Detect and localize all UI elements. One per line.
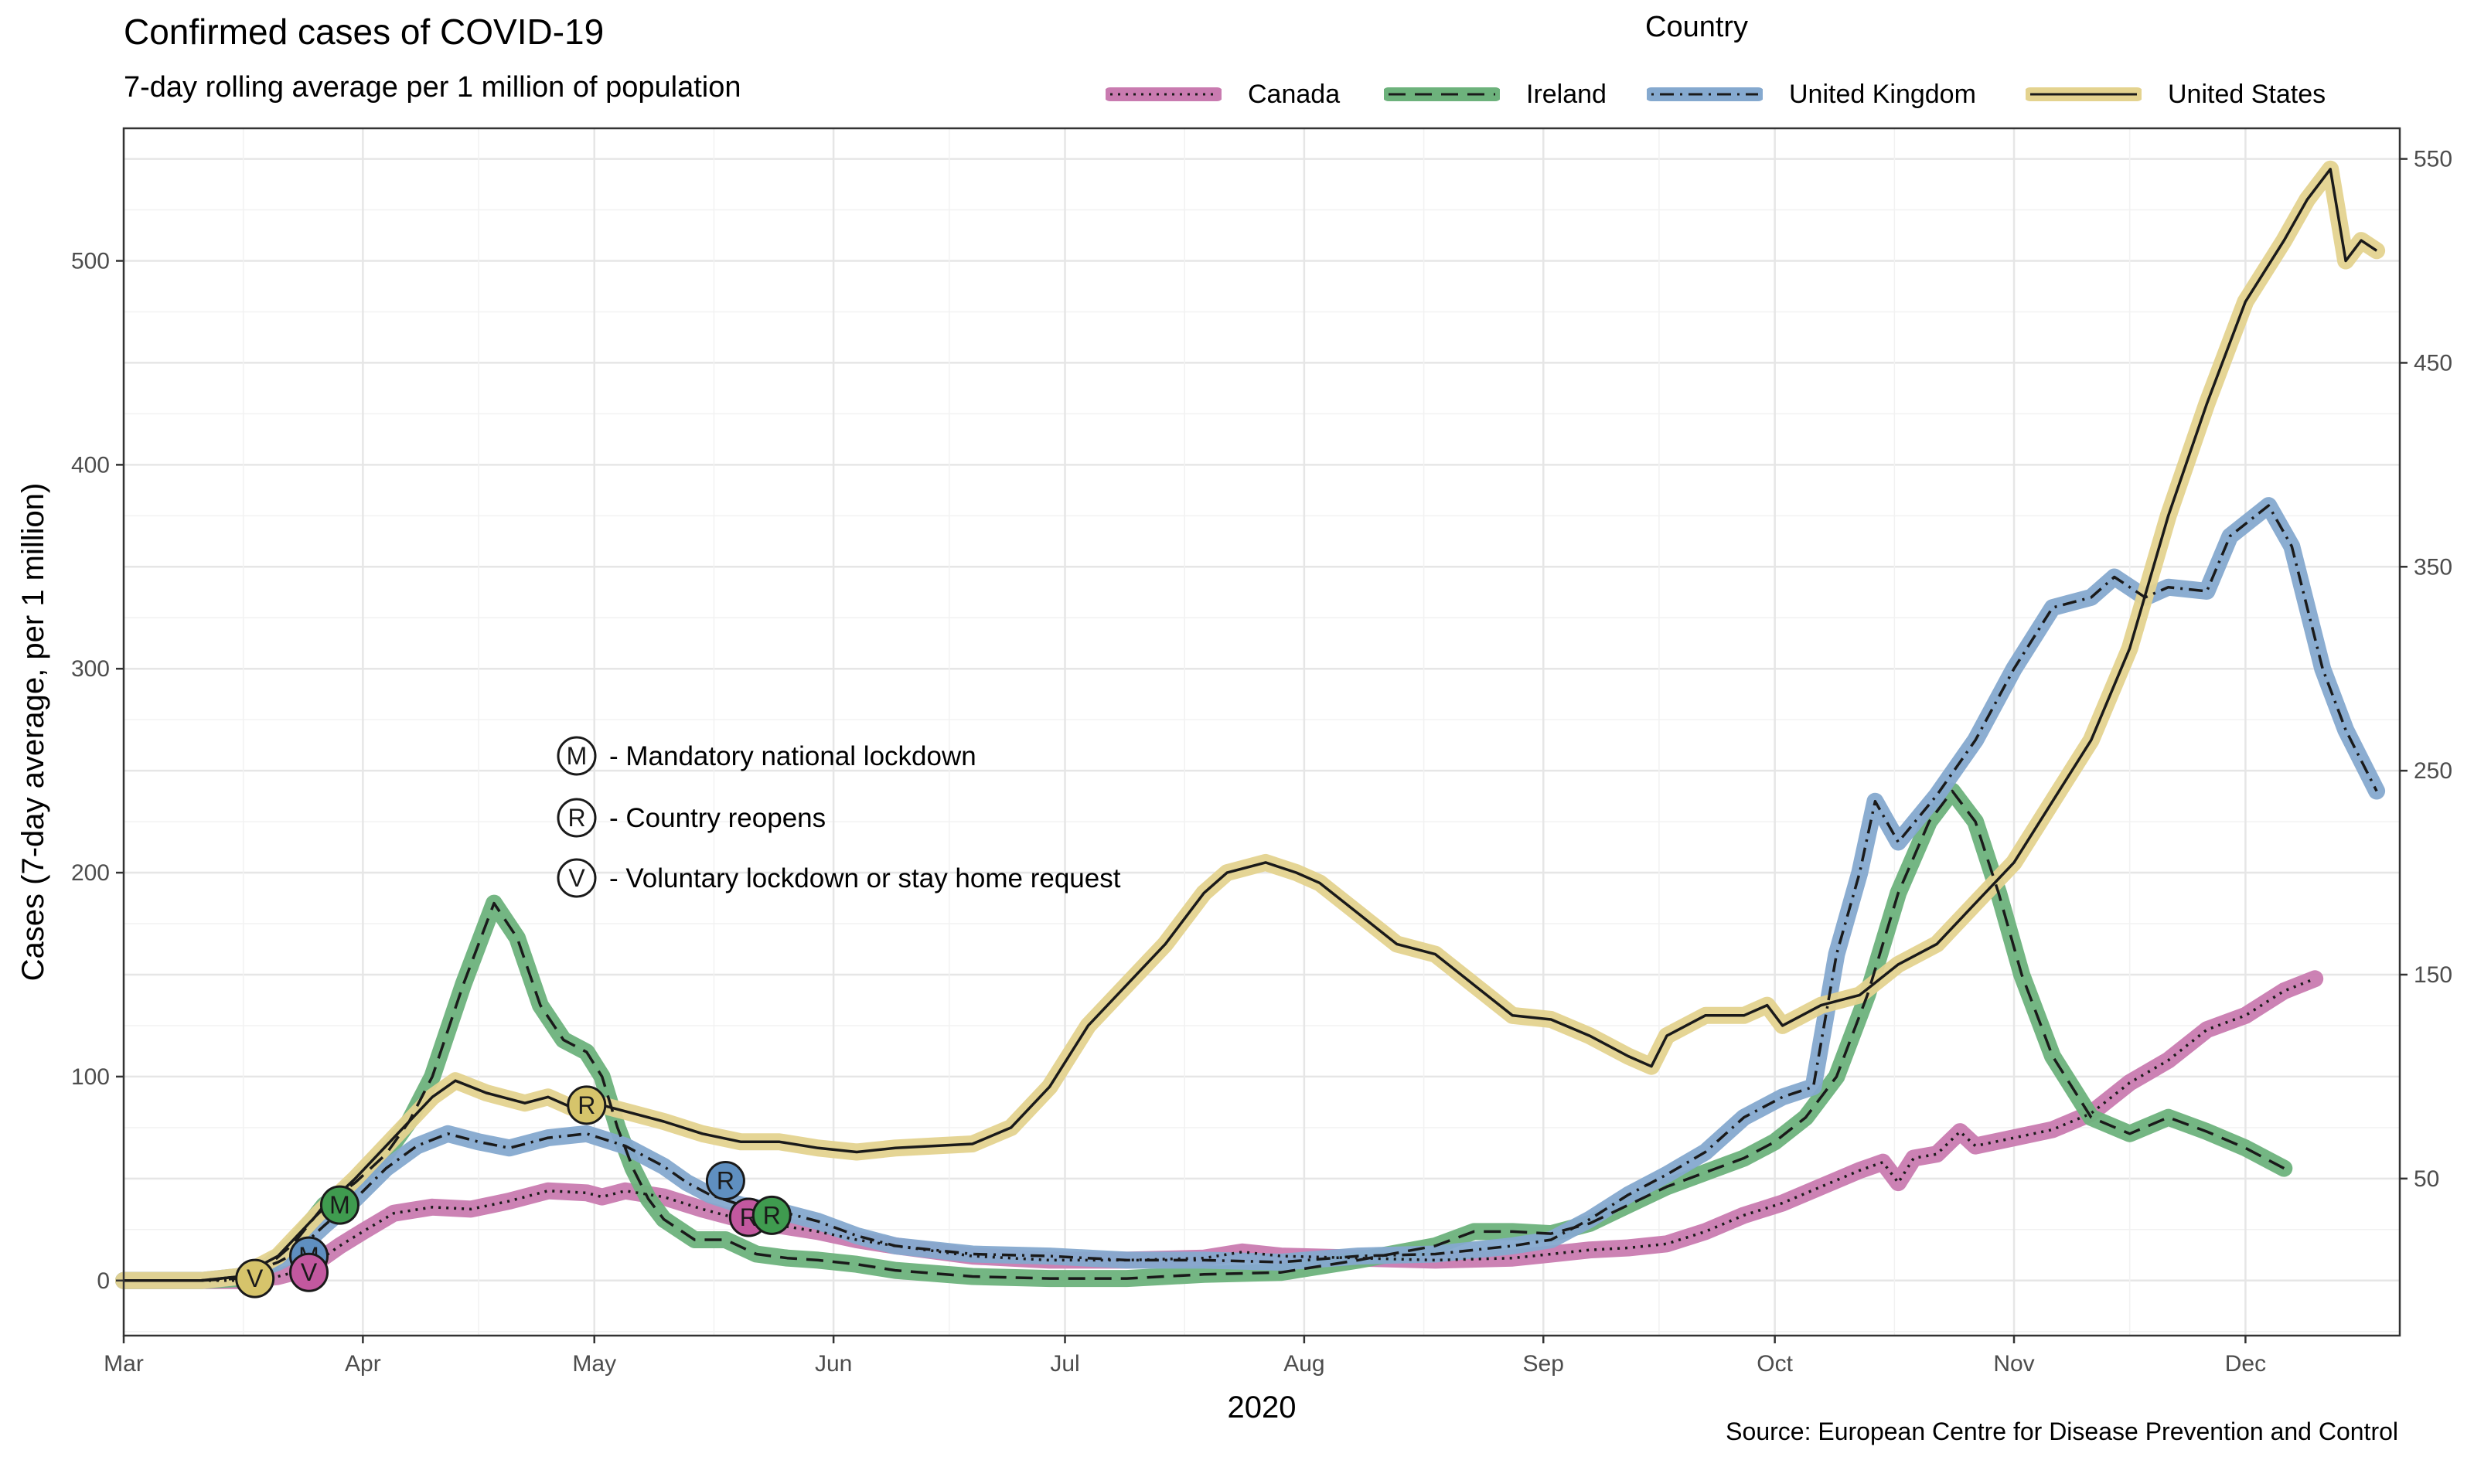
legend-key-canada xyxy=(1106,87,1222,101)
chart-subtitle: 7-day rolling average per 1 million of p… xyxy=(124,71,741,104)
legend-label-ireland: Ireland xyxy=(1526,79,1607,109)
series-line-canada xyxy=(124,977,2316,1282)
plot-panel xyxy=(124,128,2400,1336)
y-tick-label-right: 50 xyxy=(2414,1166,2439,1192)
event-marker-label: M xyxy=(329,1191,350,1219)
series-line-united-states xyxy=(124,168,2378,1282)
annotation-symbol-letter: M xyxy=(567,742,588,770)
annotation-m: M - Mandatory national lockdown xyxy=(557,736,976,776)
legend-key-united-states xyxy=(2026,87,2142,101)
event-marker-label: R xyxy=(578,1091,595,1119)
x-tick-label: Aug xyxy=(1283,1351,1324,1377)
x-tick-label: Oct xyxy=(1757,1351,1793,1377)
x-tick-label: Nov xyxy=(1993,1351,2034,1377)
x-tick-label: Apr xyxy=(345,1351,381,1377)
x-tick-label: May xyxy=(572,1351,616,1377)
legend-item-united-states: United States xyxy=(2026,73,2326,116)
series-line-ireland xyxy=(124,789,2285,1282)
y-tick-label-left: 100 xyxy=(71,1064,110,1090)
x-tick-label: Mar xyxy=(104,1351,144,1377)
legend-key-united-kingdom xyxy=(1647,87,1763,101)
event-marker-united-states-v: V xyxy=(235,1258,275,1298)
y-axis-title: Cases (7-day average, per 1 million) xyxy=(16,483,50,982)
event-marker-label: R xyxy=(763,1201,781,1229)
series-line-united-kingdom xyxy=(124,504,2378,1282)
series-lines xyxy=(124,168,2378,1282)
event-marker-circle xyxy=(705,1160,745,1200)
event-marker-circle xyxy=(289,1252,329,1292)
event-marker-label: V xyxy=(301,1258,318,1286)
annotation-key: M - Mandatory national lockdown R - Country… xyxy=(557,736,1121,898)
x-tick-label: Jun xyxy=(815,1351,852,1377)
event-marker-circle xyxy=(319,1185,360,1225)
annotation-text: - Mandatory national lockdown xyxy=(609,741,976,771)
annotation-symbol-letter: V xyxy=(568,864,585,892)
axes: 0 100 200 300 400 500 50 150 250 350 450 550 Mar Apr M… xyxy=(16,127,2452,1424)
y-tick-label-right: 550 xyxy=(2414,147,2452,172)
x-tick-label: Dec xyxy=(2225,1351,2266,1377)
plot-border xyxy=(122,127,2401,1337)
grid xyxy=(122,128,2400,1336)
event-marker-canada-v: V xyxy=(289,1252,329,1292)
legend-label-united-kingdom: United Kingdom xyxy=(1789,79,1976,109)
annotation-symbol xyxy=(557,858,597,898)
annotation-text: - Voluntary lockdown or stay home reques… xyxy=(609,863,1121,893)
y-tick-label-right: 250 xyxy=(2414,758,2452,784)
event-marker-ireland-r: R xyxy=(751,1195,792,1235)
legend-label-united-states: United States xyxy=(2168,79,2326,109)
annotation-symbol xyxy=(557,736,597,776)
y-tick-label-left: 500 xyxy=(71,249,110,274)
legend-title: Country xyxy=(1645,11,1749,43)
y-tick-label-right: 150 xyxy=(2414,962,2452,988)
annotation-symbol xyxy=(557,798,597,838)
annotation-text: - Country reopens xyxy=(609,803,826,833)
event-markers: VMVMRRRR xyxy=(235,1085,792,1298)
chart-title: Confirmed cases of COVID-19 xyxy=(124,12,605,52)
event-marker-circle xyxy=(567,1085,607,1125)
event-marker-label: R xyxy=(717,1166,734,1194)
y-tick-label-left: 200 xyxy=(71,860,110,886)
event-marker-label: V xyxy=(247,1264,264,1292)
legend-label-canada: Canada xyxy=(1248,79,1341,109)
y-tick-label-left: 300 xyxy=(71,656,110,682)
legend-item-canada: Canada xyxy=(1106,73,1340,116)
legend-key-ireland xyxy=(1384,87,1500,101)
y-tick-label-left: 0 xyxy=(97,1268,110,1294)
legend-item-ireland: Ireland xyxy=(1384,73,1607,116)
event-marker-circle xyxy=(751,1195,792,1235)
event-marker-united-states-r: R xyxy=(567,1085,607,1125)
x-tick-label: Jul xyxy=(1050,1351,1079,1377)
annotation-symbol-letter: R xyxy=(567,804,585,832)
y-tick-label-right: 350 xyxy=(2414,554,2452,580)
annotation-r: R - Country reopens xyxy=(557,798,826,838)
y-tick-label-right: 450 xyxy=(2414,350,2452,376)
event-marker-circle xyxy=(235,1258,275,1298)
annotation-v: V - Voluntary lockdown or stay home reque… xyxy=(557,858,1121,898)
legend-item-united-kingdom: United Kingdom xyxy=(1647,73,1976,116)
source-note: Source: European Centre for Disease Prev… xyxy=(1726,1418,2398,1445)
event-marker-ireland-m: M xyxy=(319,1185,360,1225)
x-tick-label: Sep xyxy=(1523,1351,1564,1377)
x-axis-title: 2020 xyxy=(1228,1390,1297,1424)
event-marker-united-kingdom-r: R xyxy=(705,1160,745,1200)
y-tick-label-left: 400 xyxy=(71,452,110,478)
